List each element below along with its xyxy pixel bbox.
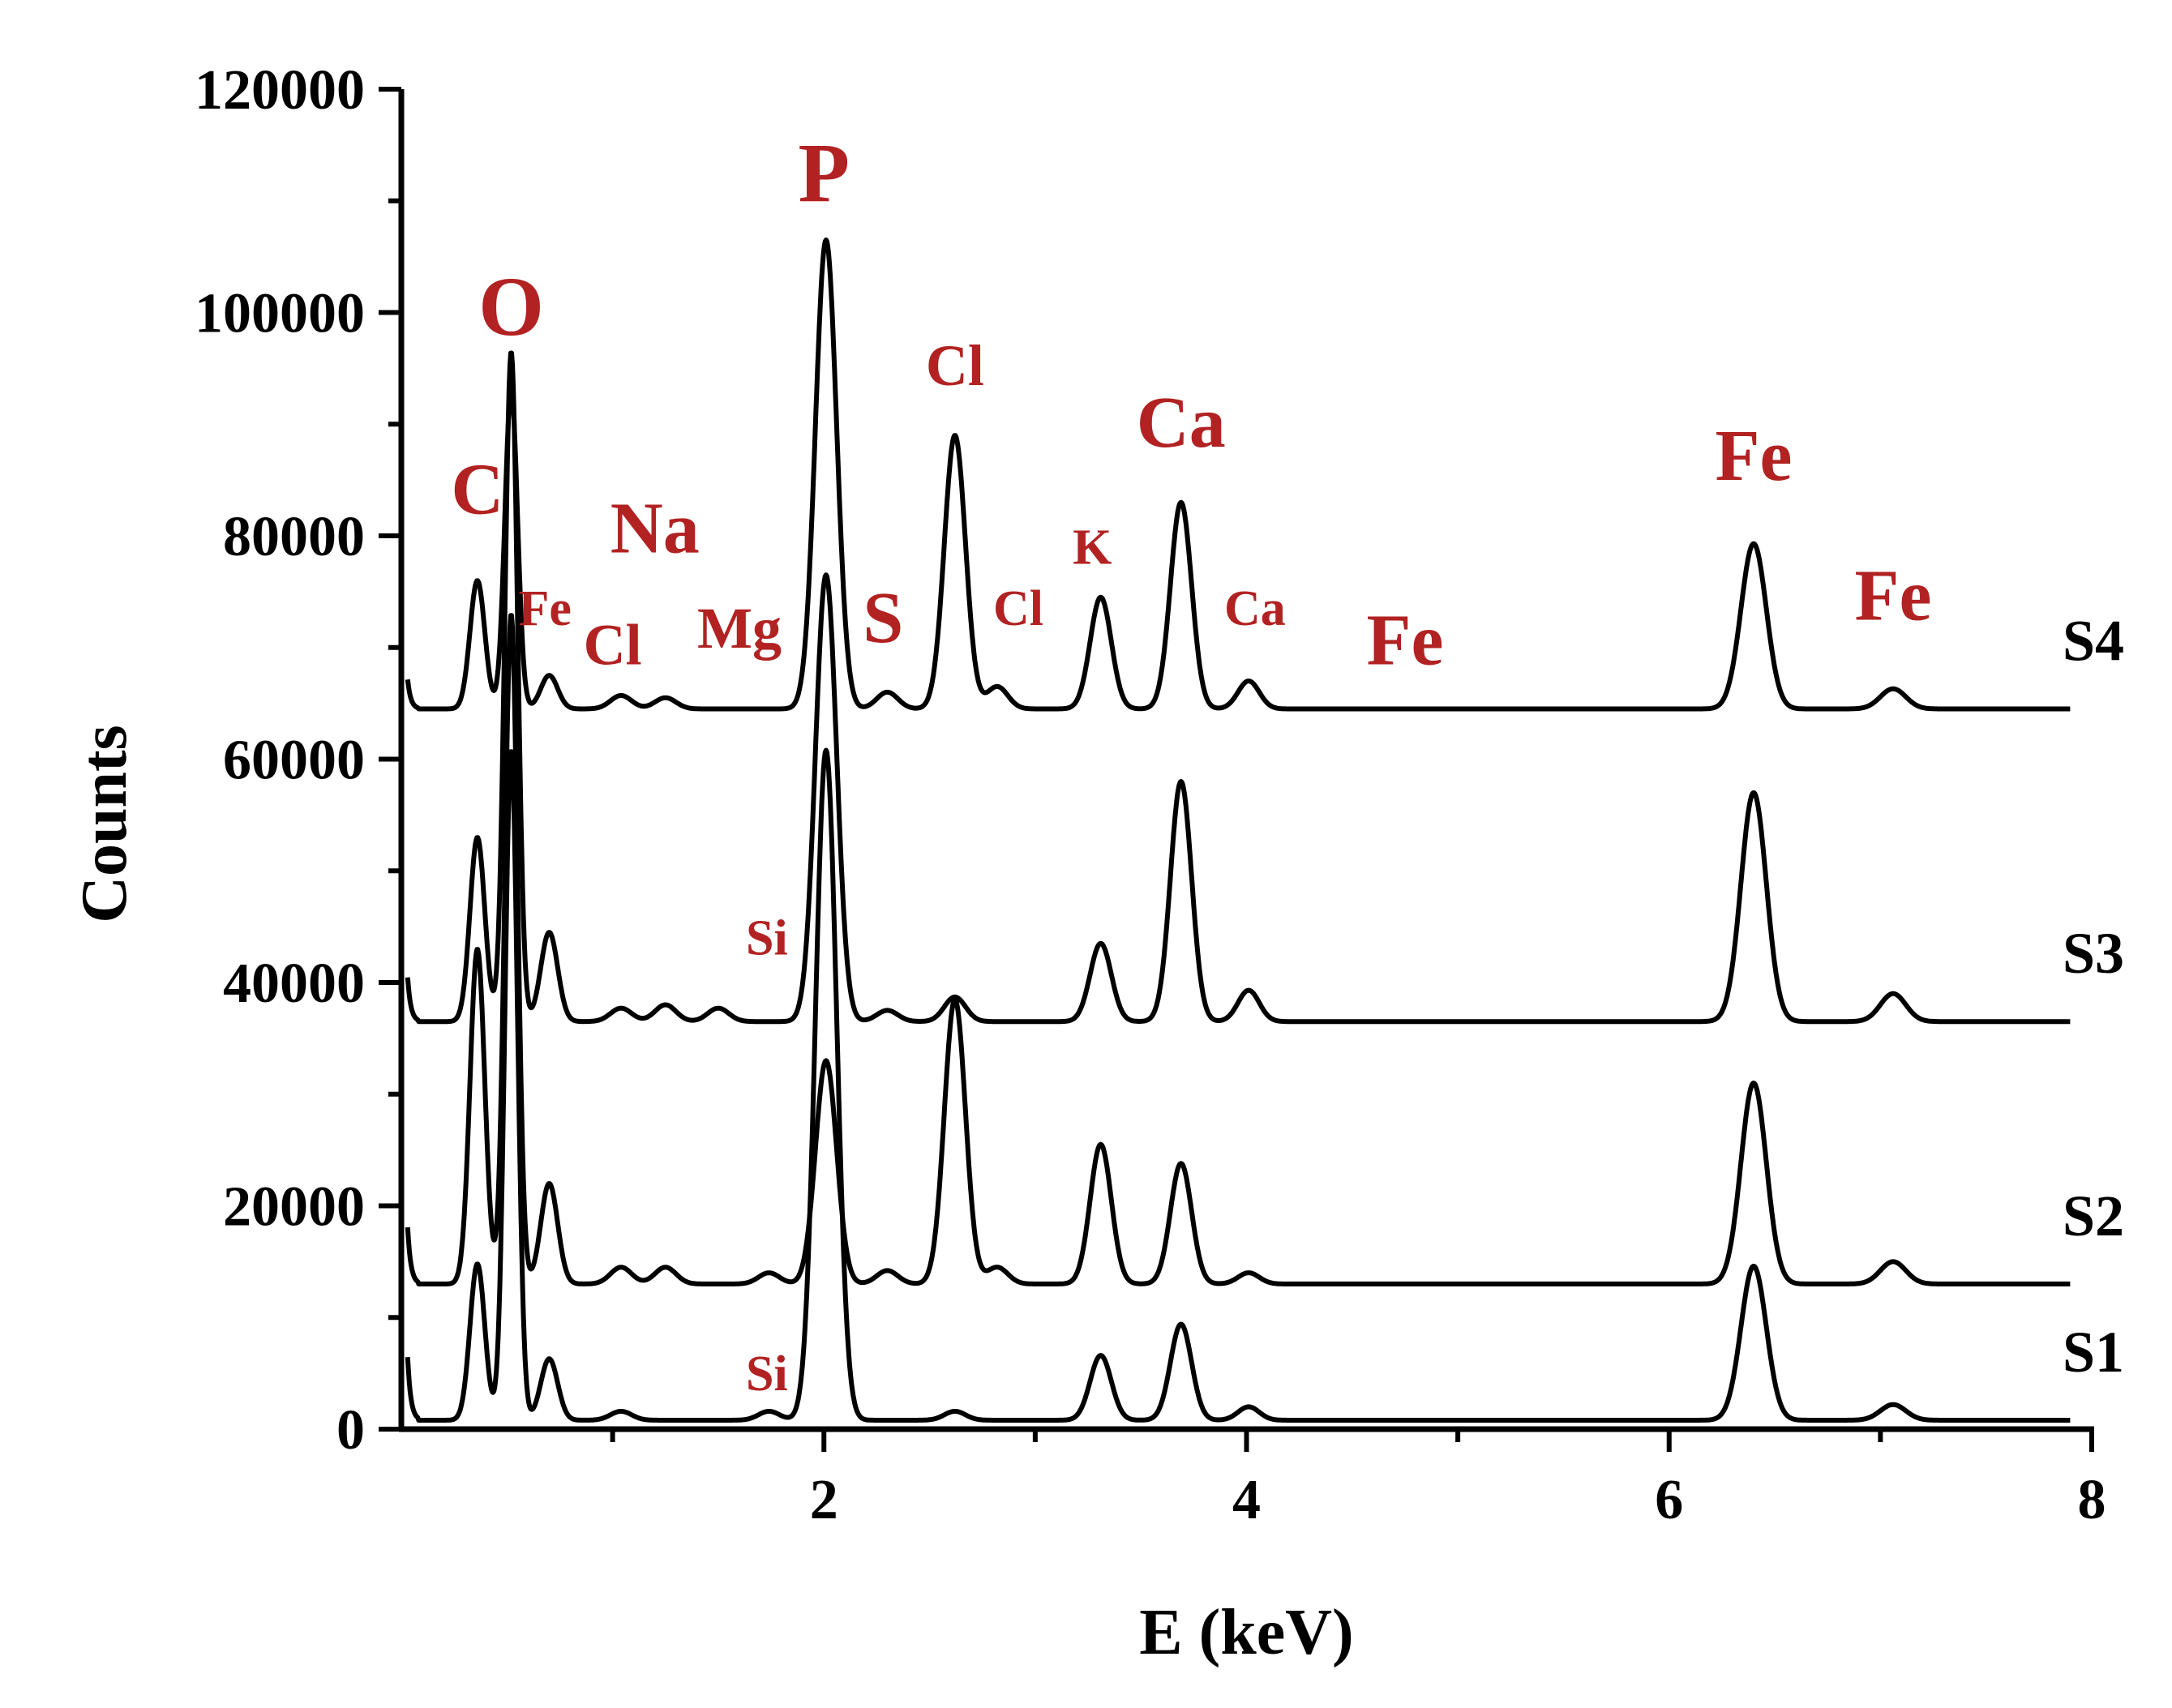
x-tick-label: 4	[1232, 1469, 1261, 1531]
y-ticks: 0 20000 40000 60000 80000 100000 120000	[195, 59, 401, 1462]
element-label: Fe	[1716, 416, 1793, 496]
y-tick-label: 120000	[195, 59, 365, 122]
element-label: Ca	[1224, 581, 1286, 636]
x-tick-label: 8	[2078, 1469, 2106, 1531]
series-line-s3	[405, 350, 2072, 1025]
axes: 0 20000 40000 60000 80000 100000 120000 2 4 6 8	[195, 59, 2106, 1531]
element-label: P	[798, 126, 850, 220]
element-label: C	[451, 449, 503, 529]
element-label: Cl	[584, 612, 642, 677]
y-axis-title: Counts	[69, 725, 140, 923]
y-tick-label: 40000	[223, 952, 365, 1015]
x-tick-label: 2	[810, 1469, 838, 1531]
element-annotations: C O Fe Na Cl Mg P S Cl Cl K Ca Ca Fe Fe Fe Si Si	[451, 126, 1931, 1402]
y-tick-label: 20000	[223, 1176, 365, 1239]
element-label: Ca	[1137, 383, 1226, 463]
series-line-s1	[405, 747, 2072, 1423]
series-labels: S1 S2 S3 S4	[2063, 609, 2124, 1385]
element-label: Fe	[519, 581, 572, 636]
y-tick-label: 80000	[223, 506, 365, 568]
y-tick-label: 60000	[223, 730, 365, 792]
element-label: Fe	[1367, 600, 1444, 680]
element-label: S	[863, 578, 903, 658]
series-label-s1: S1	[2063, 1320, 2124, 1385]
element-label: Cl	[993, 581, 1043, 636]
x-axis-title: E (keV)	[1139, 1597, 1353, 1668]
element-label: Mg	[697, 596, 782, 661]
element-label: Si	[746, 1346, 788, 1402]
x-tick-label: 6	[1655, 1469, 1683, 1531]
element-label: K	[1073, 520, 1112, 575]
y-tick-label: 0	[336, 1399, 365, 1462]
element-label: Fe	[1855, 555, 1932, 636]
element-label: Cl	[926, 333, 984, 398]
series-label-s3: S3	[2063, 921, 2124, 986]
series-label-s2: S2	[2063, 1184, 2124, 1248]
spectrum-lines	[405, 238, 2072, 1423]
series-label-s4: S4	[2063, 609, 2124, 674]
x-ticks: 2 4 6 8	[610, 1429, 2106, 1531]
element-label: Na	[610, 489, 700, 569]
series-line-s4	[405, 238, 2072, 712]
element-label: O	[478, 260, 544, 353]
series-line-s2	[405, 613, 2072, 1286]
y-tick-label: 100000	[195, 283, 365, 345]
element-label: Si	[746, 911, 788, 966]
